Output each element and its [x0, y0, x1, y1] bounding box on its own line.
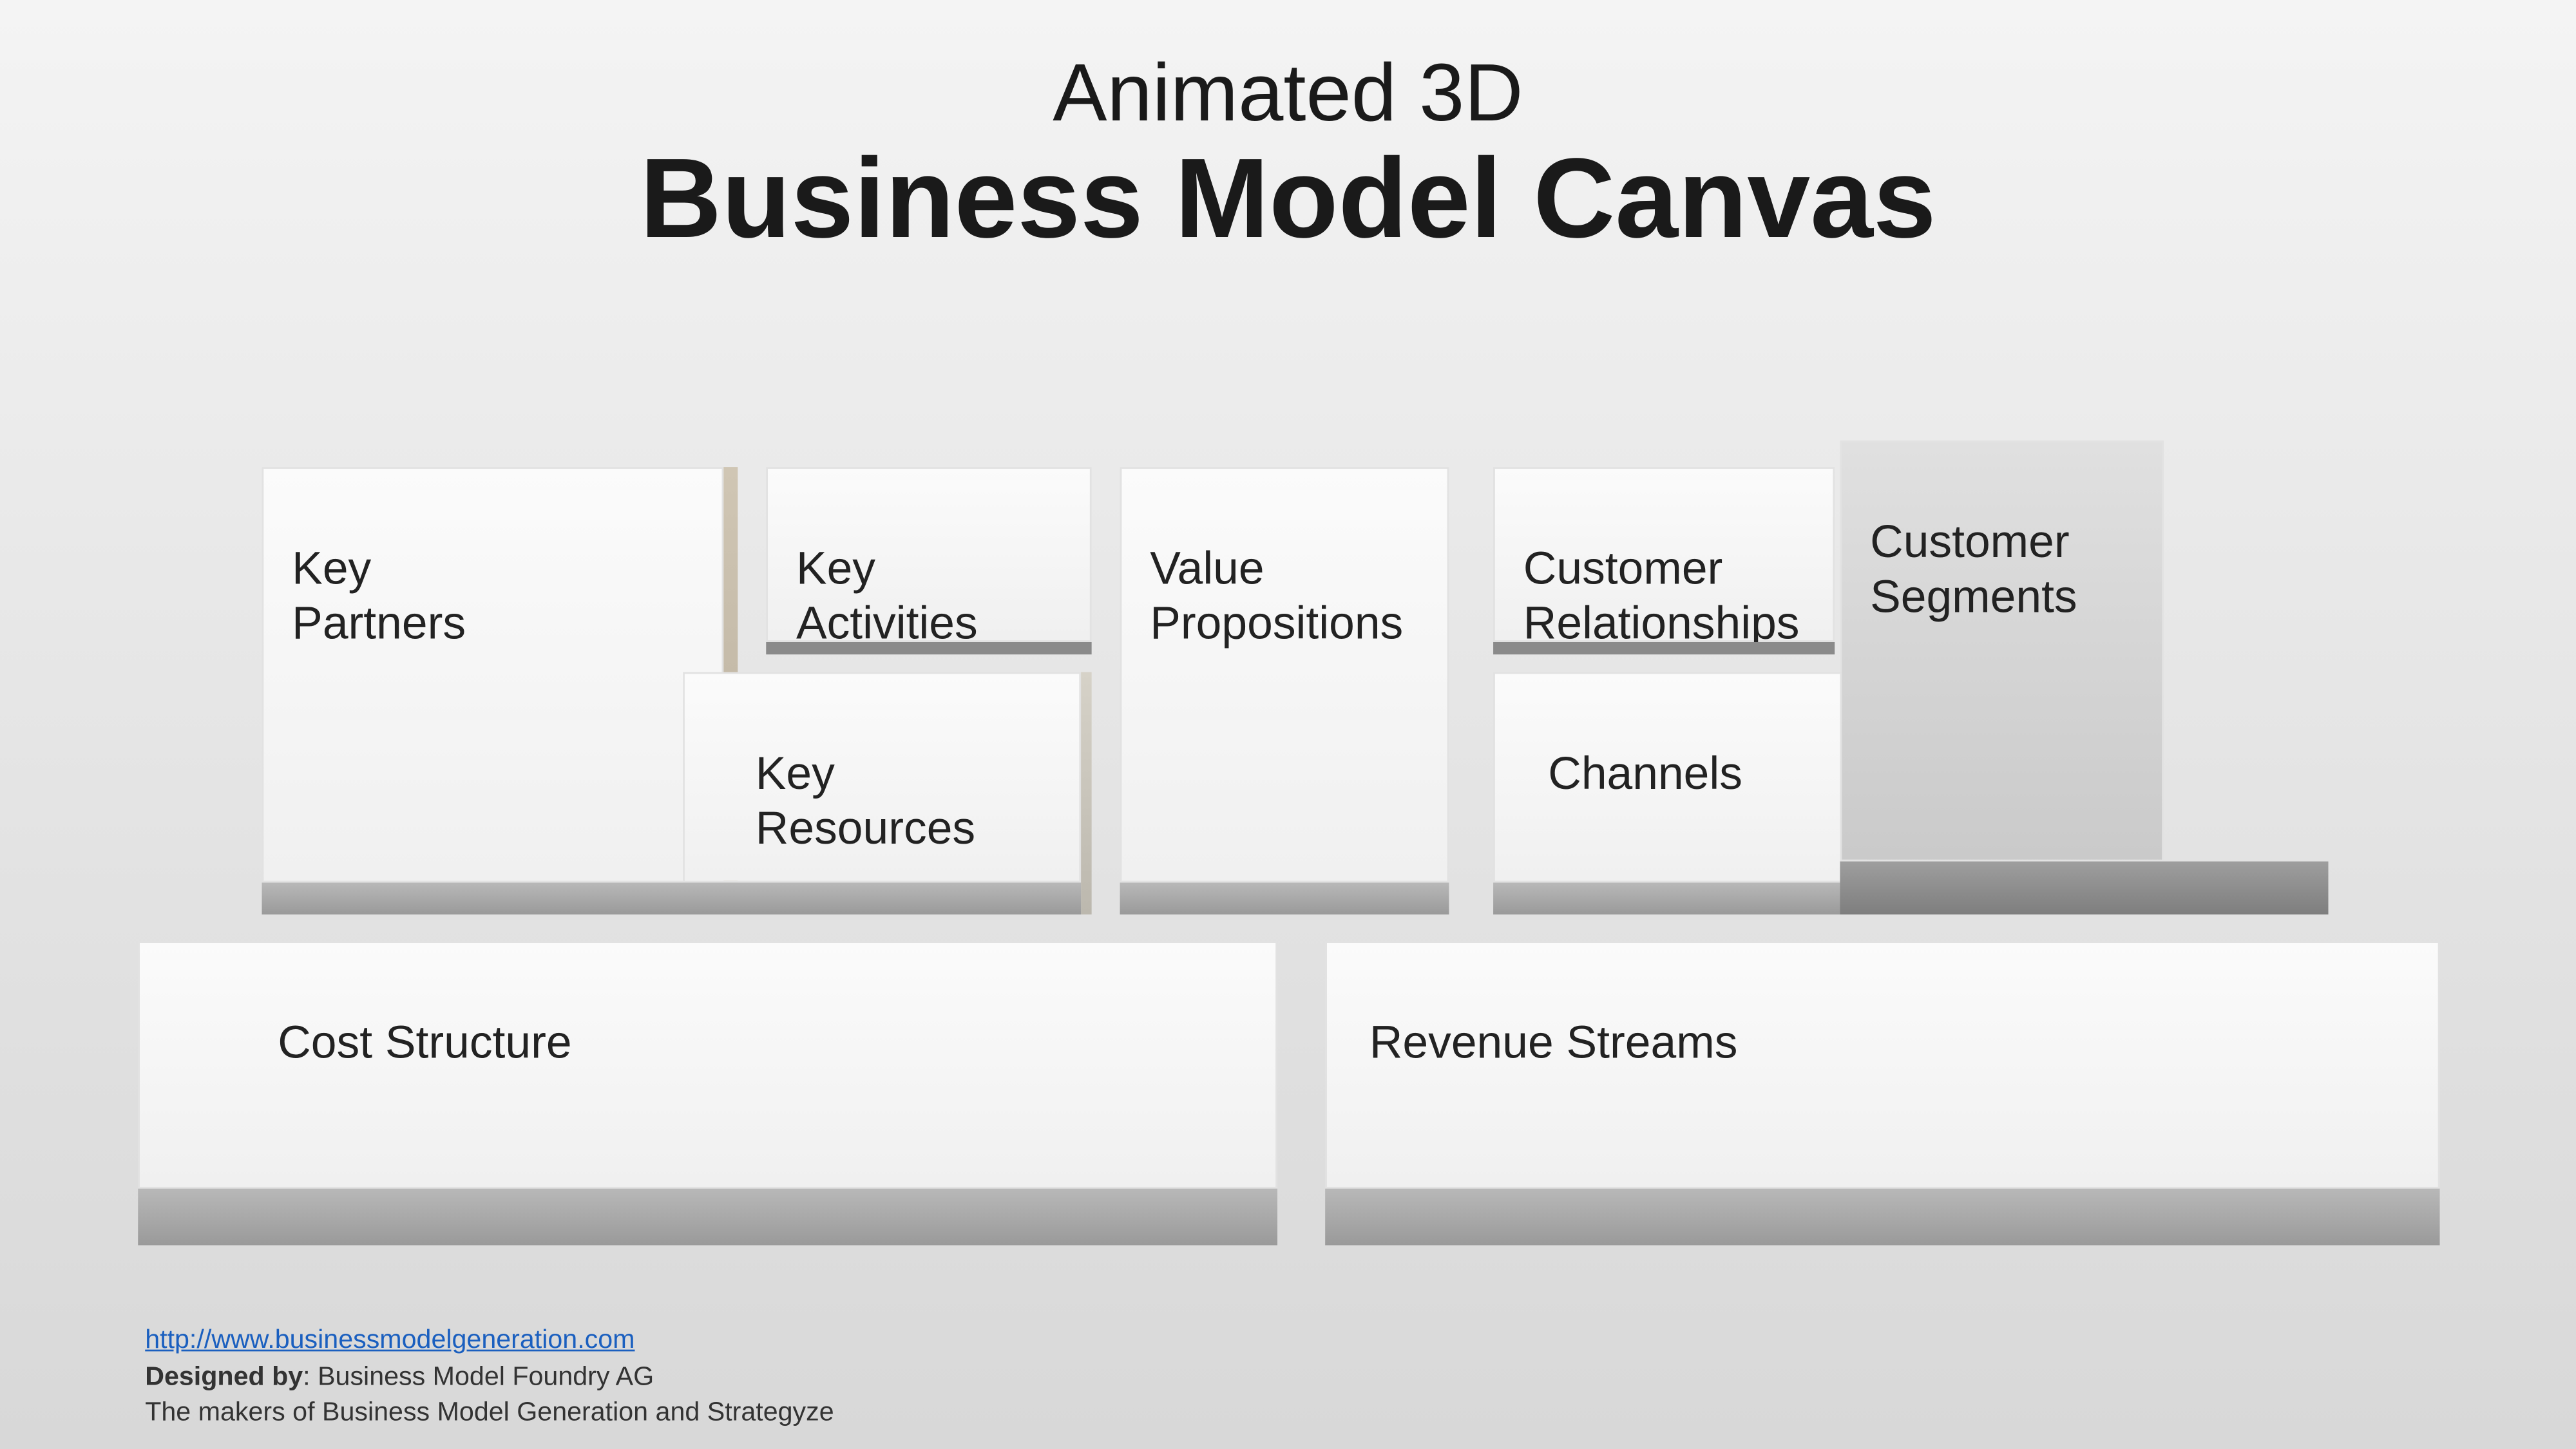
footer-designed-label: Designed by [145, 1361, 303, 1391]
label-channels: Channels [1548, 747, 1742, 800]
page-subtitle: Animated 3D [0, 44, 2576, 140]
footer-designed-by: : Business Model Foundry AG [303, 1361, 654, 1391]
label-customer-segments: Customer Segments [1870, 515, 2077, 623]
label-key-partners: Key Partners [292, 542, 466, 650]
footer-makers: The makers of Business Model Generation … [145, 1397, 834, 1427]
label-cost-structure: Cost Structure [278, 1016, 571, 1068]
label-value-propositions: Value Propositions [1150, 542, 1403, 650]
label-revenue-streams: Revenue Streams [1369, 1016, 1738, 1068]
label-key-resources: Key Resources [756, 747, 975, 855]
page-title: Business Model Canvas [0, 133, 2576, 263]
label-customer-relationships: Customer Relationships [1523, 542, 1800, 650]
label-key-activities: Key Activities [796, 542, 978, 650]
footer: http://www.businessmodelgeneration.com D… [145, 1323, 834, 1431]
footer-link[interactable]: http://www.businessmodelgeneration.com [145, 1325, 634, 1356]
header: Animated 3D Business Model Canvas [0, 44, 2576, 264]
